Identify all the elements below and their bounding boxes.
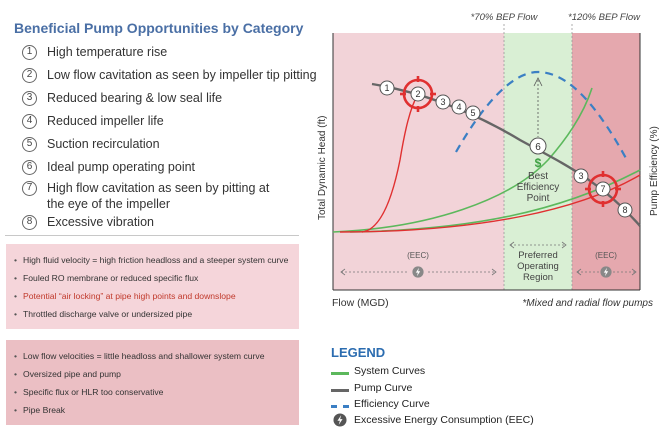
lightning-icon — [412, 266, 424, 278]
panel-title: Beneficial Pump Opportunities by Categor… — [14, 20, 304, 36]
marker-2-label: 2 — [415, 89, 420, 99]
number-badge: 4 — [22, 114, 37, 129]
low-headloss-curve — [339, 174, 641, 233]
bullet-item: Low flow velocities = little headloss an… — [14, 351, 264, 361]
cavitation-target-icon — [400, 76, 436, 112]
marker-3b-label: 3 — [578, 171, 583, 181]
x-axis-label: Flow (MGD) — [332, 297, 389, 309]
preferred-label-line1: Preferred — [518, 250, 558, 261]
category-item: 2 Low flow cavitation as seen by impelle… — [22, 67, 317, 87]
lightning-icon — [333, 413, 347, 427]
high-flow-conditions-box: High fluid velocity = high friction head… — [6, 244, 299, 329]
bep-label-line1: Best — [528, 171, 548, 182]
marker-3-label: 3 — [440, 97, 445, 107]
category-label: Reduced bearing & low seal life — [47, 91, 223, 105]
arrow-left-icon — [340, 268, 346, 276]
number-badge: 2 — [22, 68, 37, 83]
category-label: High flow cavitation as seen by pitting … — [47, 181, 270, 211]
category-label: Low flow cavitation as seen by impeller … — [47, 68, 317, 82]
category-label: High temperature rise — [47, 45, 168, 59]
category-label: Reduced impeller life — [47, 114, 164, 128]
low-flow-conditions-box: Low flow velocities = little headloss an… — [6, 340, 299, 425]
category-item: 8 Excessive vibration — [22, 214, 154, 234]
marker-1-label: 1 — [384, 83, 389, 93]
high-flow-eec-zone — [572, 33, 640, 290]
bep-arrow-icon — [533, 77, 543, 87]
bep70-label: *70% BEP Flow — [471, 12, 539, 23]
blue-dashed-line-icon — [331, 405, 349, 408]
legend-label-pump: Pump Curve — [354, 382, 413, 394]
eec-label-right: (EEC) — [595, 251, 617, 260]
marker-3 — [435, 94, 451, 110]
system-curve-steep — [332, 87, 593, 233]
legend-label-efficiency: Efficiency Curve — [354, 398, 430, 410]
preferred-label-line2: Operating — [517, 261, 559, 272]
marker-7-label: 7 — [600, 184, 605, 194]
green-line-icon — [331, 372, 349, 375]
category-item: 6 Ideal pump operating point — [22, 159, 195, 179]
marker-4-label: 4 — [456, 102, 461, 112]
marker-6-label: 6 — [535, 142, 541, 153]
marker-5-label: 5 — [470, 108, 475, 118]
bullet-item: Fouled RO membrane or reduced specific f… — [14, 273, 198, 283]
footnote: *Mixed and radial flow pumps — [522, 298, 653, 309]
number-badge: 6 — [22, 160, 37, 175]
number-badge: 5 — [22, 137, 37, 152]
y-axis-label-right: Pump Efficiency (%) — [649, 126, 660, 216]
category-item: 7 High flow cavitation as seen by pittin… — [22, 180, 287, 214]
bullet-item: Pipe Break — [14, 405, 65, 415]
bullet-item: High fluid velocity = high friction head… — [14, 255, 288, 265]
arrow-right-icon — [491, 268, 497, 276]
marker-8-label: 8 — [622, 205, 627, 215]
number-badge: 8 — [22, 215, 37, 230]
marker-3b — [573, 168, 589, 184]
number-badge: 3 — [22, 91, 37, 106]
category-label: Excessive vibration — [47, 215, 154, 229]
legend-label-eec: Excessive Energy Consumption (EEC) — [354, 414, 534, 426]
gray-line-icon — [331, 389, 349, 392]
cavitation-target-icon — [585, 171, 621, 207]
marker-8 — [617, 202, 633, 218]
arrow-right-icon — [631, 268, 637, 276]
marker-2 — [410, 86, 426, 102]
category-label: Ideal pump operating point — [47, 160, 196, 174]
marker-5 — [465, 105, 481, 121]
legend-label-system: System Curves — [354, 365, 426, 377]
category-label: Suction recirculation — [47, 137, 160, 151]
bep-label-line3: Point — [527, 193, 550, 204]
y-axis-label-left: Total Dynamic Head (ft) — [317, 116, 328, 220]
marker-1 — [379, 80, 395, 96]
marker-7 — [595, 181, 611, 197]
number-badge: 1 — [22, 45, 37, 60]
bullet-item: Specific flux or HLR too conservative — [14, 387, 163, 397]
divider — [5, 235, 299, 236]
legend-title: LEGEND — [331, 345, 386, 360]
low-flow-eec-zone — [333, 33, 504, 290]
number-badge: 7 — [22, 181, 37, 196]
high-headloss-curve — [361, 93, 419, 233]
category-item: 4 Reduced impeller life — [22, 113, 164, 133]
category-item: 5 Suction recirculation — [22, 136, 160, 156]
marker-6 — [529, 137, 547, 155]
arrow-left-icon — [509, 241, 515, 249]
bep120-label: *120% BEP Flow — [568, 12, 641, 23]
category-item: 3 Reduced bearing & low seal life — [22, 90, 222, 110]
eec-label-left: (EEC) — [407, 251, 429, 260]
bullet-item: Oversized pipe and pump — [14, 369, 121, 379]
bullet-item-highlight: Potential “air locking” at pipe high poi… — [14, 291, 236, 301]
category-item: 1 High temperature rise — [22, 44, 167, 64]
bep-label-line2: Efficiency — [517, 182, 560, 193]
marker-4 — [451, 99, 467, 115]
preferred-label-line3: Region — [523, 272, 553, 283]
bullet-item: Throttled discharge valve or undersized … — [14, 309, 192, 319]
dollar-icon: $ — [535, 156, 542, 170]
lightning-icon — [600, 266, 612, 278]
arrow-left-icon — [576, 268, 582, 276]
arrow-right-icon — [561, 241, 567, 249]
